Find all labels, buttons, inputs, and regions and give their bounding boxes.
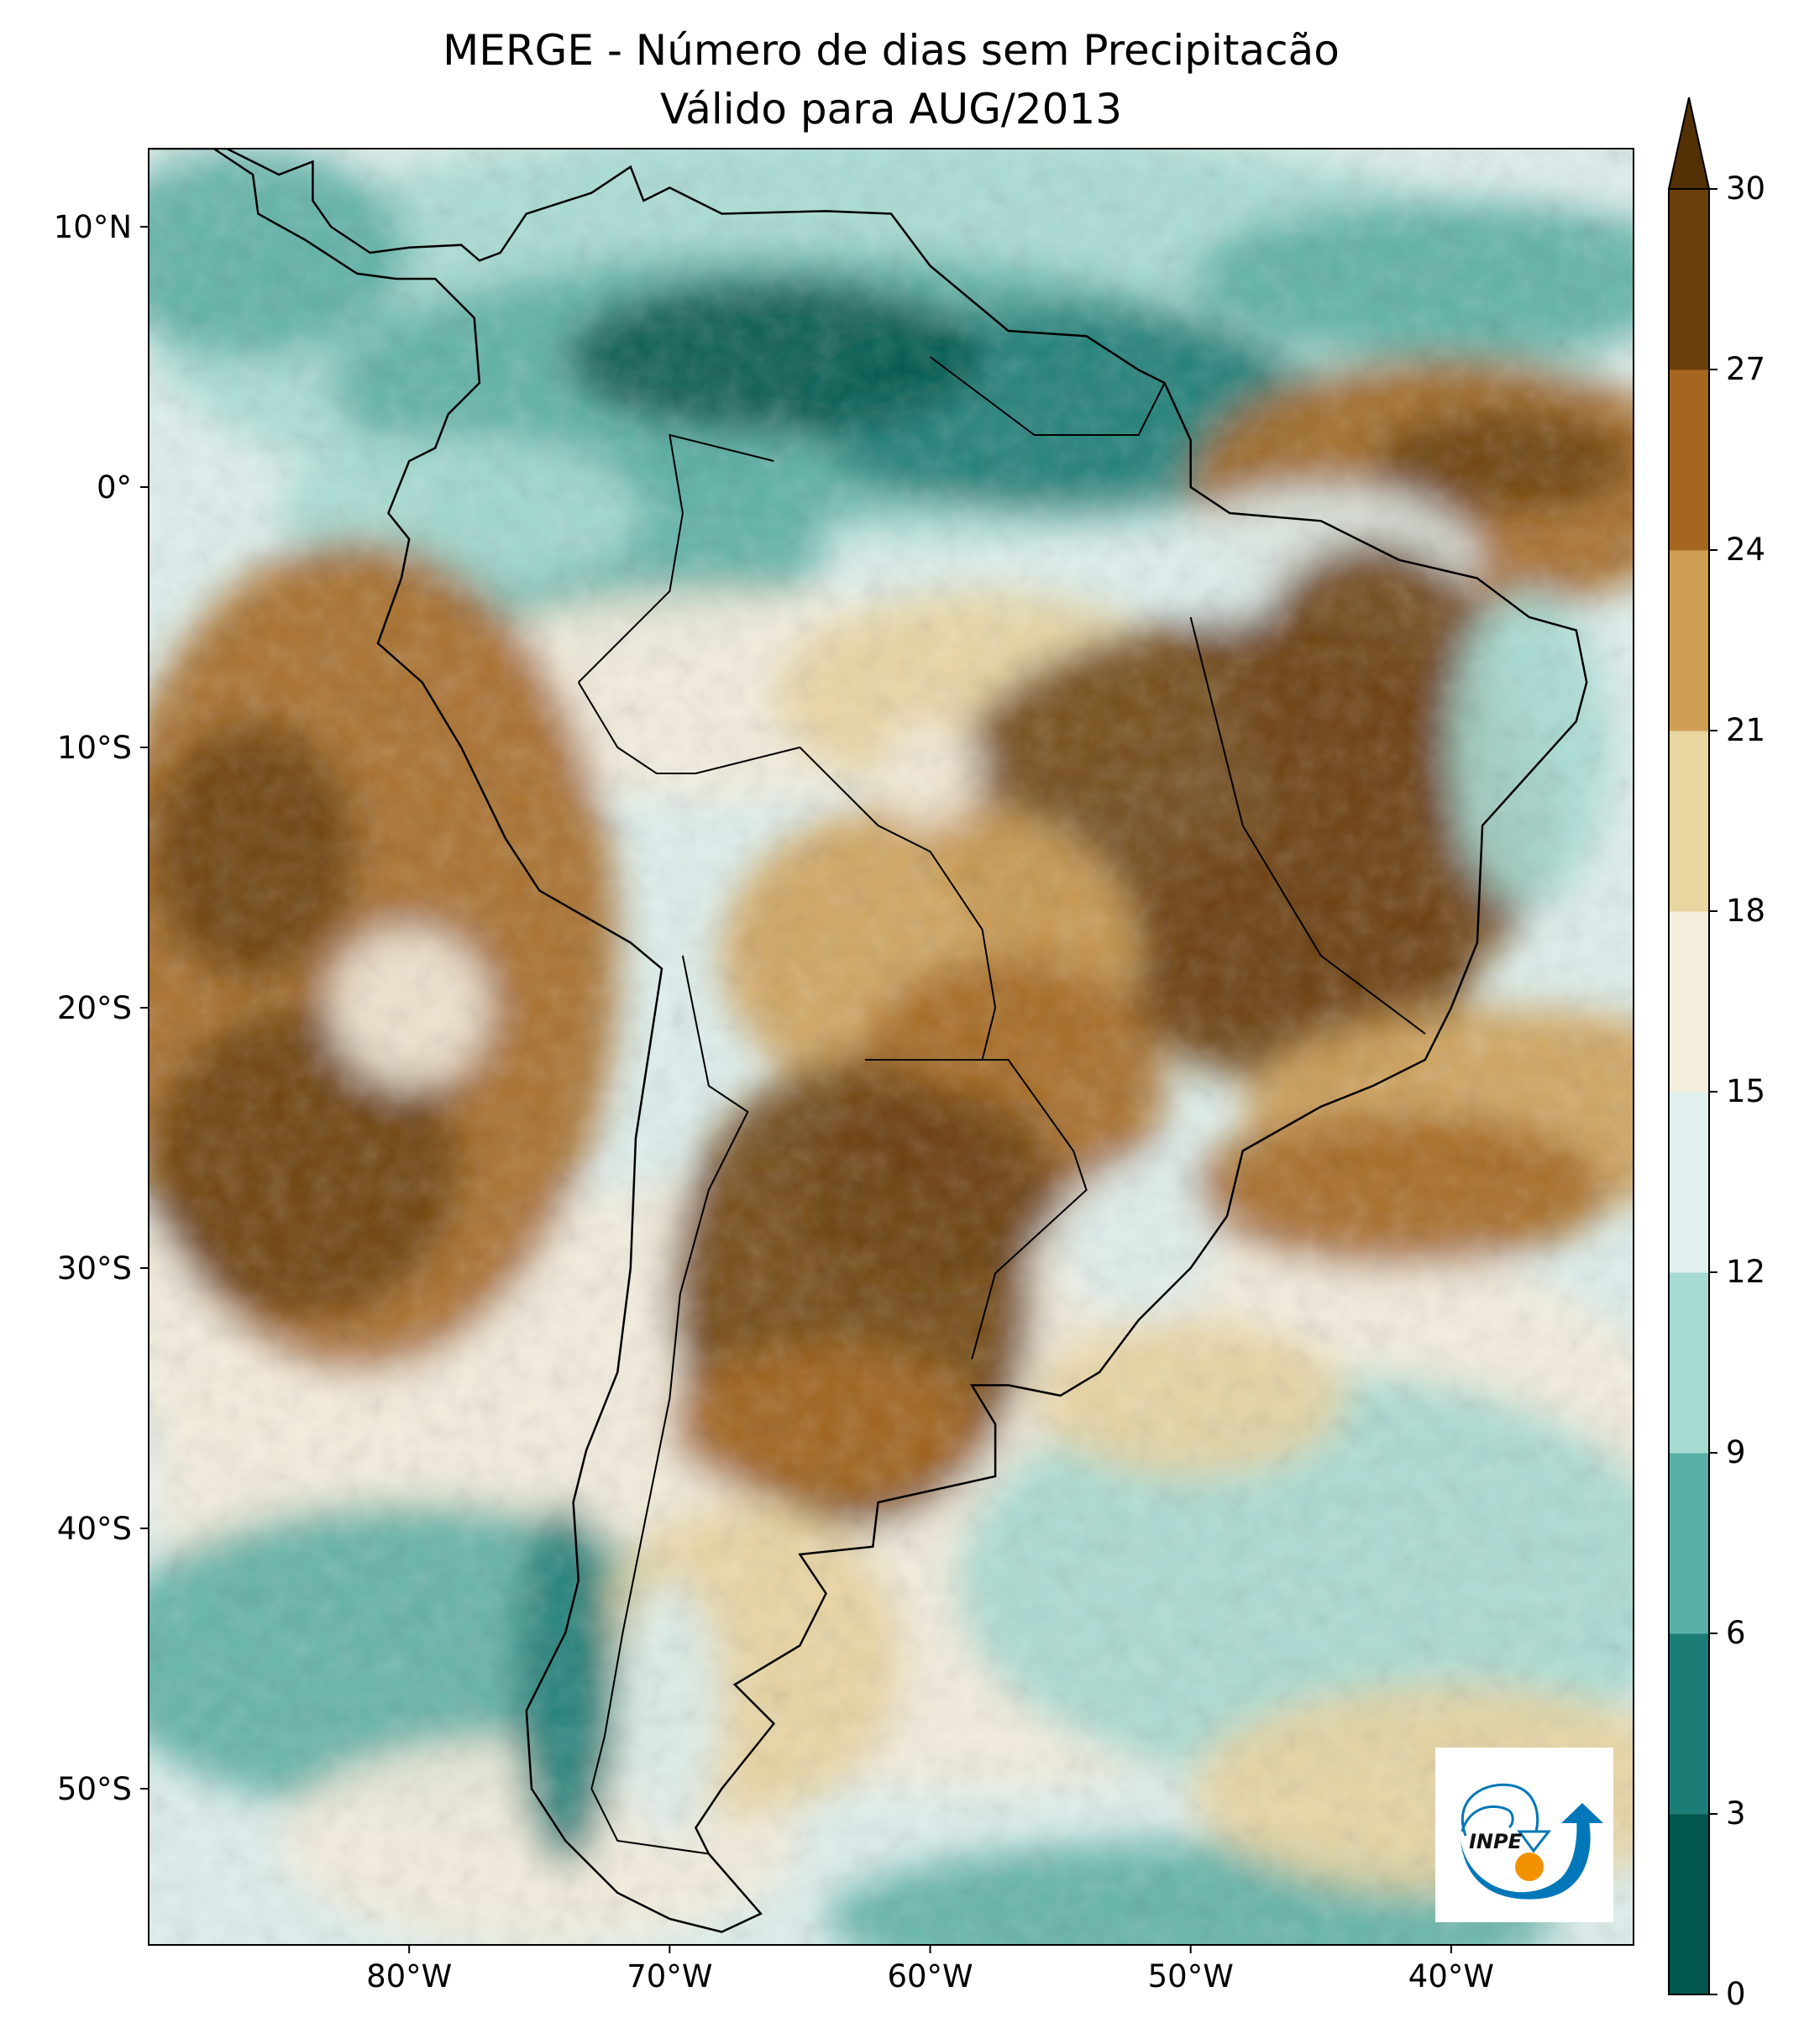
country-border xyxy=(1189,616,1426,1035)
colorbar-segment xyxy=(1669,189,1709,370)
colorbar-segment xyxy=(1669,1453,1709,1634)
colorbar-segment xyxy=(1669,731,1709,912)
colorbar-segment xyxy=(1669,369,1709,551)
colorbar-tick-label: 15 xyxy=(1726,1073,1765,1109)
colorbar-tick-label: 30 xyxy=(1726,170,1765,207)
colorbar-tick-label: 24 xyxy=(1726,532,1765,568)
x-tick-label: 40°W xyxy=(1408,1958,1494,1994)
colorbar-tick-label: 0 xyxy=(1726,1976,1746,2012)
colorbar-tick-label: 6 xyxy=(1726,1615,1746,1651)
logo-text: INPE xyxy=(1469,1830,1523,1853)
y-tick-label: 10°S xyxy=(57,730,132,766)
y-tick-label: 40°S xyxy=(57,1511,132,1547)
chart-subtitle: Válido para AUG/2013 xyxy=(659,85,1123,134)
y-tick-label: 0° xyxy=(97,469,132,506)
x-tick-label: 60°W xyxy=(887,1958,973,1994)
colorbar-tick-label: 9 xyxy=(1726,1434,1746,1470)
colorbar-tick-label: 12 xyxy=(1726,1254,1765,1290)
chart-title: MERGE - Número de dias sem Precipitacão xyxy=(443,26,1340,75)
y-tick-label: 50°S xyxy=(57,1771,132,1807)
y-axis: 10°N 0° 10°S 20°S 30°S 40°S 50°S xyxy=(54,209,149,1807)
country-border xyxy=(929,356,1166,436)
y-tick-label: 20°S xyxy=(57,990,132,1026)
colorbar-segment xyxy=(1669,1092,1709,1273)
x-tick-label: 70°W xyxy=(627,1958,712,1994)
field-texture xyxy=(149,149,1634,1945)
colorbar-tick-label: 21 xyxy=(1726,712,1765,748)
colorbar-extend-arrow xyxy=(1667,97,1711,190)
colorbar-segment xyxy=(1669,550,1709,731)
map-frame xyxy=(148,148,1634,1946)
y-tick-label: 10°N xyxy=(54,209,132,245)
x-tick-label: 80°W xyxy=(366,1958,452,1994)
colorbar-segment xyxy=(1669,1272,1709,1454)
country-border xyxy=(578,433,774,684)
x-axis: 80°W 70°W 60°W 50°W 40°W xyxy=(366,1945,1494,1994)
colorbar-tick-label: 18 xyxy=(1726,893,1765,929)
x-tick-label: 50°W xyxy=(1148,1958,1234,1994)
colorbar-segment xyxy=(1669,911,1709,1093)
colorbar: 0 3 6 9 12 15 18 21 24 27 30 xyxy=(1667,97,1765,2012)
colorbar-tick-label: 27 xyxy=(1726,351,1765,387)
colorbar-segment xyxy=(1669,1633,1709,1815)
coastline xyxy=(149,149,1588,1933)
country-border xyxy=(865,1059,1088,1360)
country-border xyxy=(577,681,997,1061)
inpe-logo: INPE xyxy=(1435,1748,1613,1922)
country-border xyxy=(590,955,749,1855)
colorbar-tick-label: 3 xyxy=(1726,1795,1746,1832)
precipitation-field xyxy=(149,149,1634,1945)
y-tick-label: 30°S xyxy=(57,1250,132,1287)
colorbar-segment xyxy=(1669,1814,1709,1995)
